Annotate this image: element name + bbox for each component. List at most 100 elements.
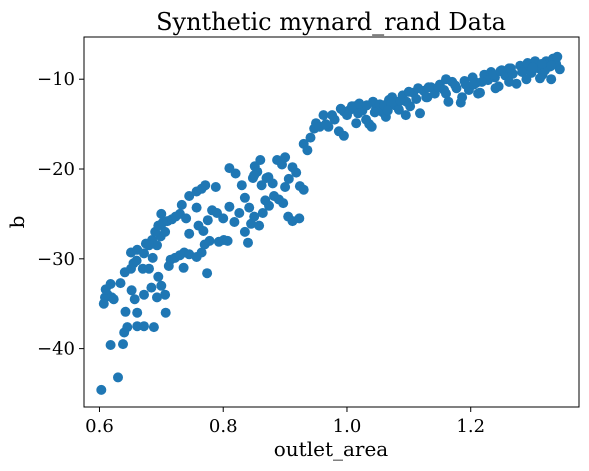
x-tick-label: 0.6: [85, 416, 114, 437]
data-point: [423, 82, 434, 93]
data-point: [369, 107, 380, 118]
y-tick-label: −20: [37, 159, 75, 180]
data-point: [405, 101, 416, 112]
data-point: [224, 201, 235, 212]
data-point: [105, 279, 116, 289]
data-point: [218, 213, 229, 224]
data-point: [144, 240, 154, 251]
data-point: [527, 62, 538, 73]
plot-frame: [83, 36, 580, 408]
data-point: [264, 200, 274, 211]
data-point: [411, 94, 422, 104]
data-point: [144, 263, 154, 274]
chart-title: Synthetic mynard_rand Data: [156, 8, 506, 36]
data-point: [546, 74, 557, 85]
data-point: [129, 294, 140, 305]
data-point: [338, 130, 349, 141]
data-point: [302, 145, 313, 156]
y-axis-label: b: [5, 216, 29, 229]
y-tick-label: −40: [37, 339, 75, 360]
data-point: [202, 268, 213, 279]
data-point: [460, 79, 471, 90]
data-point: [433, 82, 444, 93]
data-point: [403, 86, 414, 97]
data-point: [441, 88, 451, 99]
data-point: [254, 220, 265, 231]
data-point: [400, 110, 411, 121]
data-point: [160, 289, 171, 300]
x-tick-label: 0.8: [209, 416, 238, 437]
data-point: [291, 167, 302, 178]
data-point: [521, 74, 532, 85]
data-point: [132, 307, 143, 318]
data-point: [234, 208, 245, 218]
data-point: [152, 292, 162, 303]
data-point: [457, 92, 468, 103]
data-point: [118, 339, 128, 350]
data-point: [160, 307, 171, 318]
data-point: [191, 202, 202, 213]
data-point: [160, 226, 171, 237]
data-point: [131, 255, 142, 266]
data-point: [536, 58, 547, 69]
data-point: [305, 132, 316, 143]
data-point: [196, 247, 207, 258]
data-point: [554, 64, 565, 75]
x-axis-label: outlet_area: [274, 437, 389, 461]
data-point: [395, 95, 406, 106]
data-point: [178, 262, 189, 273]
data-point: [415, 108, 425, 119]
data-point: [450, 80, 461, 91]
x-tick-label: 1.0: [333, 416, 362, 437]
scatter-points: [96, 51, 565, 395]
y-tick-label: −30: [37, 249, 75, 270]
data-point: [184, 228, 195, 239]
data-point: [468, 79, 479, 90]
data-point: [120, 306, 131, 317]
data-point: [224, 163, 235, 174]
data-point: [490, 83, 501, 94]
data-point: [202, 215, 213, 226]
data-point: [105, 340, 116, 350]
data-point: [488, 69, 498, 80]
data-point: [327, 110, 338, 121]
data-point: [249, 211, 260, 222]
data-point: [354, 98, 365, 109]
data-point: [255, 155, 266, 165]
data-point: [351, 118, 362, 129]
data-point: [229, 217, 240, 227]
data-point: [249, 170, 260, 181]
data-point: [239, 192, 250, 203]
data-point: [96, 384, 107, 395]
data-point: [386, 97, 397, 108]
data-point: [443, 96, 454, 107]
data-point: [280, 182, 291, 192]
data-point: [318, 110, 329, 121]
data-point: [257, 208, 268, 218]
x-tick-label: 1.2: [456, 416, 485, 437]
data-point: [476, 76, 487, 87]
data-point: [256, 180, 267, 191]
data-point: [495, 66, 506, 77]
data-point: [108, 294, 119, 305]
y-axis-ticks: −40 −30 −20 −10: [37, 69, 84, 360]
data-point: [413, 83, 424, 94]
y-tick-label: −10: [37, 69, 75, 90]
data-point: [382, 105, 393, 116]
x-axis-ticks: 0.6 0.8 1.0 1.2: [85, 407, 485, 437]
data-point: [198, 226, 209, 236]
data-point: [441, 74, 451, 85]
data-point: [366, 121, 377, 132]
data-point: [200, 180, 211, 191]
data-point: [181, 213, 192, 224]
data-point: [505, 63, 516, 74]
data-point: [294, 213, 305, 224]
data-point: [122, 322, 133, 333]
data-point: [473, 88, 484, 99]
data-point: [283, 173, 294, 184]
data-point: [153, 271, 164, 282]
data-point: [239, 226, 250, 237]
data-point: [320, 119, 331, 130]
data-point: [147, 252, 158, 263]
